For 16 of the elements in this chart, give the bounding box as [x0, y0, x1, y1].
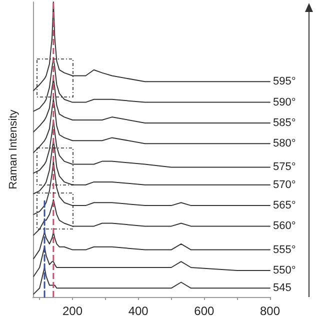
x-tick-label: 800 — [260, 304, 280, 318]
series-label: 570° — [273, 178, 296, 191]
series-label: 565° — [273, 200, 296, 212]
y-axis-title: Raman Intensity — [8, 109, 20, 190]
series-label: 550° — [273, 264, 296, 276]
series-label: 590° — [273, 96, 296, 108]
series-label: 560° — [273, 220, 296, 232]
series-label: 595° — [273, 76, 296, 88]
series-label: 575° — [273, 161, 296, 174]
series-label: 555° — [273, 244, 296, 256]
series-label: 545 — [273, 282, 292, 294]
x-tick-label: 400 — [128, 304, 149, 318]
x-tick-label: 200 — [62, 304, 83, 318]
x-tick-label: 600 — [194, 304, 214, 318]
series-label: 580° — [273, 138, 296, 150]
series-label: 585° — [273, 116, 296, 129]
